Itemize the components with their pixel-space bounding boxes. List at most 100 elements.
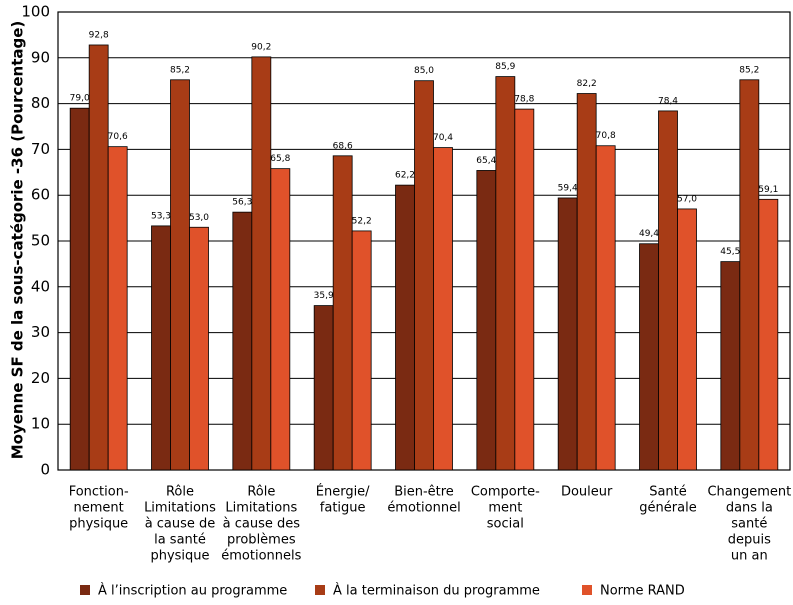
bar: [395, 184, 415, 471]
x-tick-label: Fonction-: [69, 485, 129, 500]
value-label: 53,3: [151, 211, 171, 221]
bar: [251, 56, 272, 471]
value-label: 56,3: [232, 198, 252, 208]
y-tick-label: 50: [31, 232, 50, 250]
bar: [476, 170, 497, 471]
value-label: 59,1: [758, 185, 778, 195]
bar: [151, 225, 171, 471]
bar: [107, 146, 128, 471]
x-tick-label: Limitations: [144, 501, 216, 516]
bar: [313, 305, 334, 471]
value-label: 78,4: [658, 96, 678, 106]
value-label: 79,0: [70, 94, 90, 104]
value-label: 85,2: [739, 65, 759, 75]
x-tick-label: émotionnel: [387, 501, 460, 516]
x-tick-label: Rôle: [166, 485, 194, 500]
x-tick-label: santé: [731, 517, 767, 532]
bar: [557, 197, 578, 471]
bar: [576, 93, 597, 471]
y-tick-label: 90: [31, 48, 50, 66]
bar: [720, 261, 741, 471]
bar: [433, 147, 453, 471]
bar: [658, 110, 678, 471]
x-tick-label: Énergie/: [316, 484, 370, 500]
value-label: 90,2: [251, 42, 271, 52]
value-label: 59,4: [558, 183, 578, 193]
bar: [332, 155, 353, 471]
value-label: 62,2: [395, 171, 415, 181]
value-label: 92,8: [89, 30, 109, 40]
value-label: 68,6: [333, 141, 353, 151]
value-label: 49,4: [639, 229, 659, 239]
x-tick-label: à cause des: [223, 517, 301, 532]
bar: [639, 243, 659, 471]
value-label: 65,8: [270, 154, 290, 164]
bar: [758, 198, 779, 471]
y-tick-label: 80: [31, 94, 50, 112]
bar: [677, 208, 697, 471]
y-tick-label: 60: [31, 186, 50, 204]
x-tick-label: nement: [74, 501, 124, 516]
bar: [189, 226, 209, 471]
value-label: 53,0: [189, 213, 209, 223]
x-tick-label: Santé: [649, 485, 687, 500]
bar: [414, 80, 434, 471]
bar: [232, 211, 253, 471]
x-tick-label: ment: [488, 501, 522, 516]
value-label: 70,6: [108, 132, 128, 142]
x-tick-label: social: [487, 517, 524, 532]
x-tick-label: un an: [731, 549, 768, 564]
bar: [495, 76, 516, 471]
value-label: 52,2: [352, 216, 372, 226]
x-tick-label: Douleur: [561, 485, 613, 500]
legend-label: À la terminaison du programme: [333, 583, 540, 599]
value-label: 85,2: [170, 65, 190, 75]
legend-label: À l’inscription au programme: [98, 583, 287, 599]
x-tick-label: problèmes: [227, 533, 296, 548]
value-label: 85,9: [495, 62, 515, 72]
x-tick-label: à cause de: [145, 517, 216, 532]
x-tick-label: Limitations: [225, 501, 297, 516]
y-tick-label: 0: [40, 461, 50, 479]
value-label: 70,4: [433, 133, 453, 143]
y-tick-label: 70: [31, 140, 50, 158]
value-label: 82,2: [577, 79, 597, 89]
x-tick-label: depuis: [728, 533, 771, 548]
x-tick-label: générale: [639, 501, 696, 516]
x-tick-label: Rôle: [247, 485, 275, 500]
x-tick-label: la santé: [154, 533, 206, 548]
bar: [595, 145, 616, 471]
x-tick-label: physique: [150, 549, 209, 564]
bar: [170, 79, 190, 471]
legend-label: Norme RAND: [600, 584, 685, 599]
x-tick-label: Bien-être: [394, 485, 454, 500]
bar: [270, 168, 291, 471]
bar: [351, 230, 372, 471]
bar: [69, 107, 90, 471]
value-label: 85,0: [414, 66, 434, 76]
x-tick-label: Comporte-: [471, 485, 540, 500]
legend-swatch: [80, 585, 90, 595]
value-label: 45,5: [720, 247, 740, 257]
y-tick-label: 30: [31, 323, 50, 341]
value-label: 78,8: [514, 95, 534, 105]
value-label: 35,9: [314, 291, 334, 301]
legend-swatch: [582, 585, 592, 595]
y-axis-label: Moyenne SF de la sous-catégorie -36 (Pou…: [9, 21, 27, 460]
x-tick-label: dans la: [726, 501, 773, 516]
bar: [88, 44, 109, 471]
x-tick-label: physique: [69, 517, 128, 532]
value-label: 70,8: [596, 131, 616, 141]
x-tick-label: fatigue: [320, 501, 366, 516]
x-tick-label: émotionnels: [221, 549, 301, 564]
y-tick-label: 40: [31, 277, 50, 295]
x-tick-label: Changement: [707, 485, 791, 500]
y-tick-label: 100: [21, 3, 50, 21]
value-label: 65,4: [476, 156, 496, 166]
value-label: 57,0: [677, 194, 697, 204]
y-tick-label: 20: [31, 369, 50, 387]
bar: [739, 79, 760, 471]
bar: [514, 108, 535, 471]
y-tick-label: 10: [31, 415, 50, 433]
